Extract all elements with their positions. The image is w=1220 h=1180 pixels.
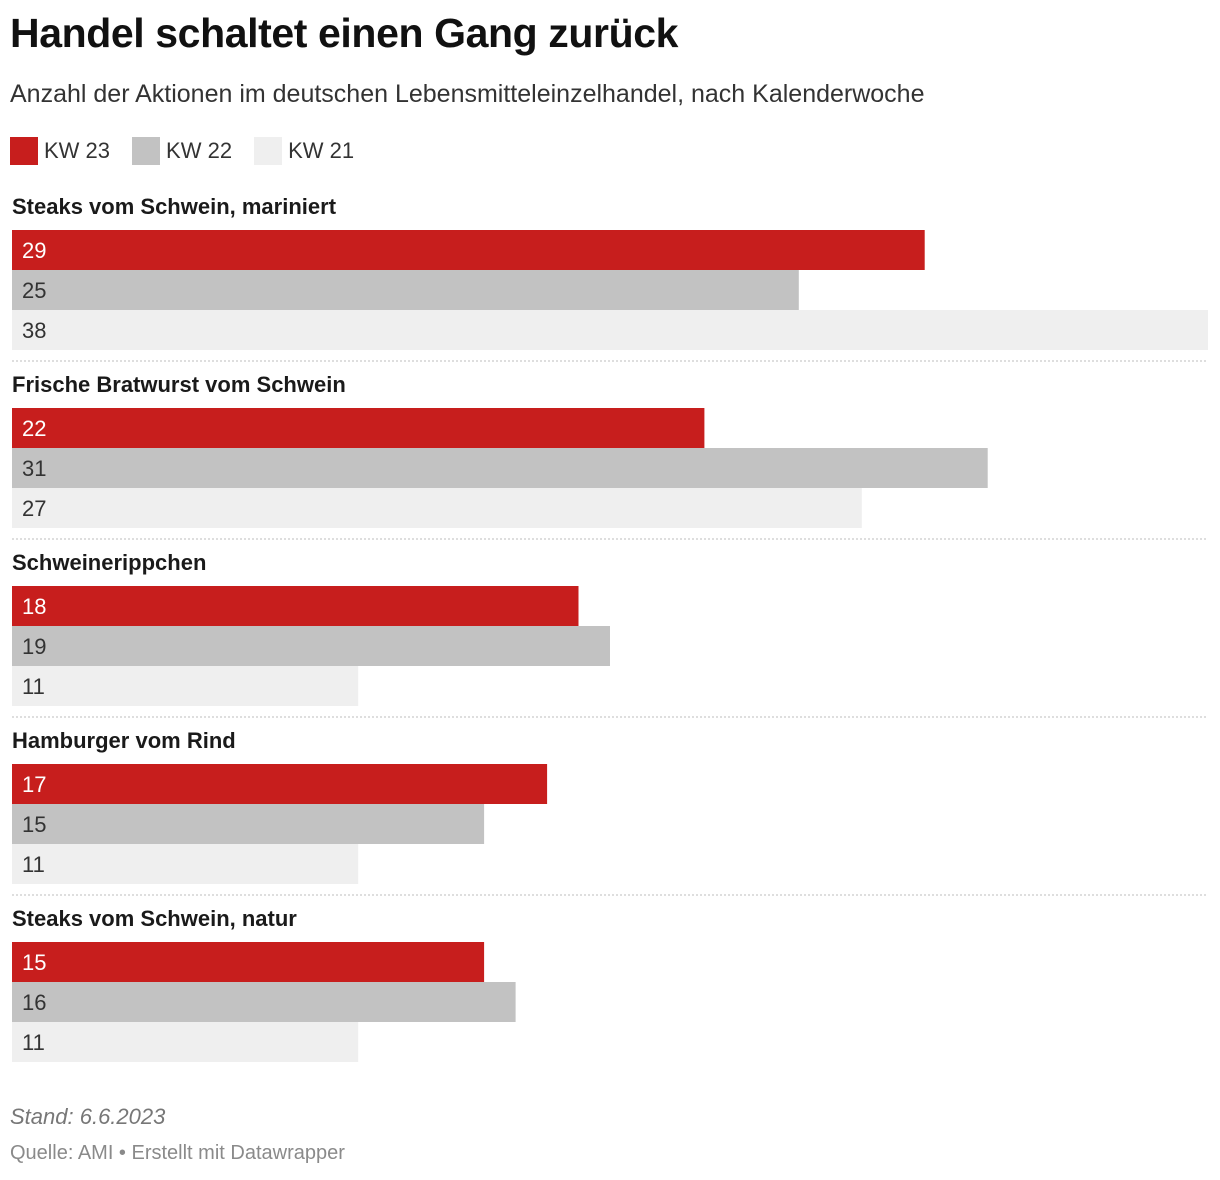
- legend-label-kw23: KW 23: [44, 138, 111, 163]
- value-label: 15: [22, 950, 46, 975]
- value-label: 11: [22, 674, 45, 699]
- chart-subtitle: Anzahl der Aktionen im deutschen Lebensm…: [10, 80, 925, 108]
- legend-label-kw22: KW 22: [166, 138, 233, 163]
- value-label: 11: [22, 1030, 45, 1055]
- bar-kw22: [12, 448, 988, 488]
- bar-kw23: [12, 408, 705, 448]
- legend-swatch-kw22: [132, 137, 161, 165]
- legend-swatch-kw23: [10, 137, 38, 165]
- footer-date: Stand: 6.6.2023: [10, 1104, 166, 1129]
- bar-kw22: [12, 626, 610, 666]
- value-label: 17: [22, 772, 46, 797]
- legend-label-kw21: KW 21: [288, 138, 355, 163]
- footer-source: Quelle: AMI • Erstellt mit Datawrapper: [10, 1142, 345, 1164]
- bar-kw23: [12, 764, 548, 804]
- value-label: 25: [22, 278, 46, 303]
- legend-item-kw23: KW 23: [10, 137, 110, 165]
- value-label: 18: [22, 594, 46, 619]
- bar-kw21: [12, 844, 359, 884]
- bar-kw21: [12, 488, 862, 528]
- value-label: 15: [22, 812, 46, 837]
- legend-item-kw22: KW 22: [132, 137, 232, 165]
- legend-swatch-kw21: [254, 137, 283, 165]
- value-label: 22: [22, 416, 46, 441]
- bar-kw21: [12, 310, 1208, 350]
- value-label: 31: [22, 456, 46, 481]
- legend-item-kw21: KW 21: [254, 137, 354, 165]
- bar-chart: Steaks vom Schwein, mariniert 29 25 38 Frisc…: [12, 194, 1208, 1062]
- category-label: Frische Bratwurst vom Schwein: [12, 372, 346, 397]
- value-label: 29: [22, 238, 46, 263]
- chart-title: Handel schaltet einen Gang zurück: [10, 10, 679, 56]
- bar-kw23: [12, 942, 485, 982]
- category-label: Steaks vom Schwein, mariniert: [12, 194, 337, 219]
- legend: KW 23 KW 22 KW 21: [10, 135, 376, 167]
- value-label: 27: [22, 496, 46, 521]
- value-label: 19: [22, 634, 46, 659]
- value-label: 16: [22, 990, 46, 1015]
- bar-kw21: [12, 666, 359, 706]
- value-label: 38: [22, 318, 46, 343]
- bar-kw21: [12, 1022, 359, 1062]
- category-label: Steaks vom Schwein, natur: [12, 906, 297, 931]
- category-label: Schweinerippchen: [12, 550, 206, 575]
- bar-kw22: [12, 804, 485, 844]
- bar-kw22: [12, 270, 799, 310]
- category-label: Hamburger vom Rind: [12, 728, 236, 753]
- bar-kw23: [12, 230, 925, 270]
- bar-kw22: [12, 982, 516, 1022]
- bar-kw23: [12, 586, 579, 626]
- value-label: 11: [22, 852, 45, 877]
